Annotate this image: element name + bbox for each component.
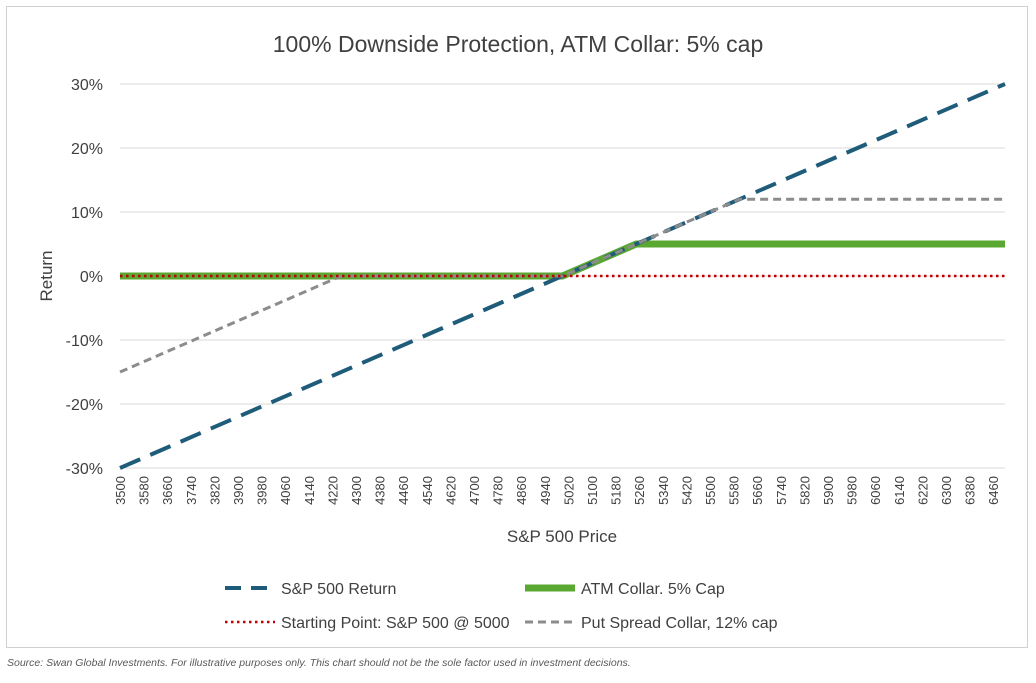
y-tick-label: -20% — [66, 397, 103, 414]
x-tick-label: 6460 — [986, 476, 1001, 505]
x-tick-label: 4940 — [538, 476, 553, 505]
legend-starting-point-label: Starting Point: S&P 500 @ 5000 — [281, 615, 510, 632]
x-tick-labels: 3500 3580 3660 3740 3820 3900 3980 4060 4140 4220… — [113, 476, 1001, 505]
x-tick-label: 3660 — [160, 476, 175, 505]
x-tick-label: 6060 — [868, 476, 883, 505]
x-tick-label: 5740 — [774, 476, 789, 505]
x-tick-label: 4780 — [491, 476, 506, 505]
legend-atm-collar-label: ATM Collar. 5% Cap — [581, 581, 725, 598]
x-tick-label: 4860 — [514, 476, 529, 505]
legend-sp500-return-label: S&P 500 Return — [281, 581, 396, 598]
x-tick-label: 5900 — [821, 476, 836, 505]
x-tick-label: 4300 — [349, 476, 364, 505]
legend-put-spread-collar-label: Put Spread Collar, 12% cap — [581, 615, 778, 632]
x-tick-label: 5580 — [727, 476, 742, 505]
put-spread-collar-line — [119, 197, 1005, 374]
x-tick-label: 5820 — [797, 476, 812, 505]
x-tick-label: 3820 — [207, 476, 222, 505]
y-tick-labels: 30% 20% 10% 0% -10% -20% -30% — [66, 77, 103, 478]
x-tick-label: 3900 — [231, 476, 246, 505]
x-tick-label: 5100 — [585, 476, 600, 505]
x-tick-label: 4700 — [467, 476, 482, 505]
x-tick-label: 4620 — [443, 476, 458, 505]
x-tick-label: 4140 — [302, 476, 317, 505]
x-tick-label: 3980 — [255, 476, 270, 505]
x-tick-label: 5980 — [845, 476, 860, 505]
y-tick-label: 20% — [71, 141, 103, 158]
x-tick-label: 5020 — [561, 476, 576, 505]
atm-collar-line — [120, 240, 1005, 280]
x-tick-label: 5500 — [703, 476, 718, 505]
x-axis-label: S&P 500 Price — [507, 527, 617, 546]
x-tick-label: 3500 — [113, 476, 128, 505]
x-tick-label: 5340 — [656, 476, 671, 505]
y-tick-label: 0% — [80, 269, 103, 286]
x-tick-label: 6140 — [892, 476, 907, 505]
chart-title: 100% Downside Protection, ATM Collar: 5%… — [273, 31, 763, 57]
x-tick-label: 4380 — [373, 476, 388, 505]
x-tick-label: 5260 — [632, 476, 647, 505]
legend: S&P 500 Return ATM Collar. 5% Cap Starting… — [225, 581, 778, 632]
chart-frame — [6, 6, 1028, 648]
x-tick-label: 5660 — [750, 476, 765, 505]
y-axis-label: Return — [37, 250, 56, 301]
x-tick-label: 6300 — [939, 476, 954, 505]
x-tick-label: 3580 — [137, 476, 152, 505]
y-tick-label: -30% — [66, 461, 103, 478]
x-tick-label: 4460 — [396, 476, 411, 505]
x-tick-label: 4060 — [278, 476, 293, 505]
x-tick-label: 4220 — [325, 476, 340, 505]
x-tick-label: 6220 — [915, 476, 930, 505]
x-tick-label: 5420 — [679, 476, 694, 505]
x-tick-label: 6380 — [963, 476, 978, 505]
y-tick-label: 10% — [71, 205, 103, 222]
x-tick-label: 5180 — [609, 476, 624, 505]
y-tick-label: 30% — [71, 77, 103, 94]
x-tick-label: 4540 — [420, 476, 435, 505]
series-lines — [119, 82, 1006, 470]
source-note: Source: Swan Global Investments. For ill… — [7, 657, 631, 669]
x-tick-label: 3740 — [184, 476, 199, 505]
y-tick-label: -10% — [66, 333, 103, 350]
